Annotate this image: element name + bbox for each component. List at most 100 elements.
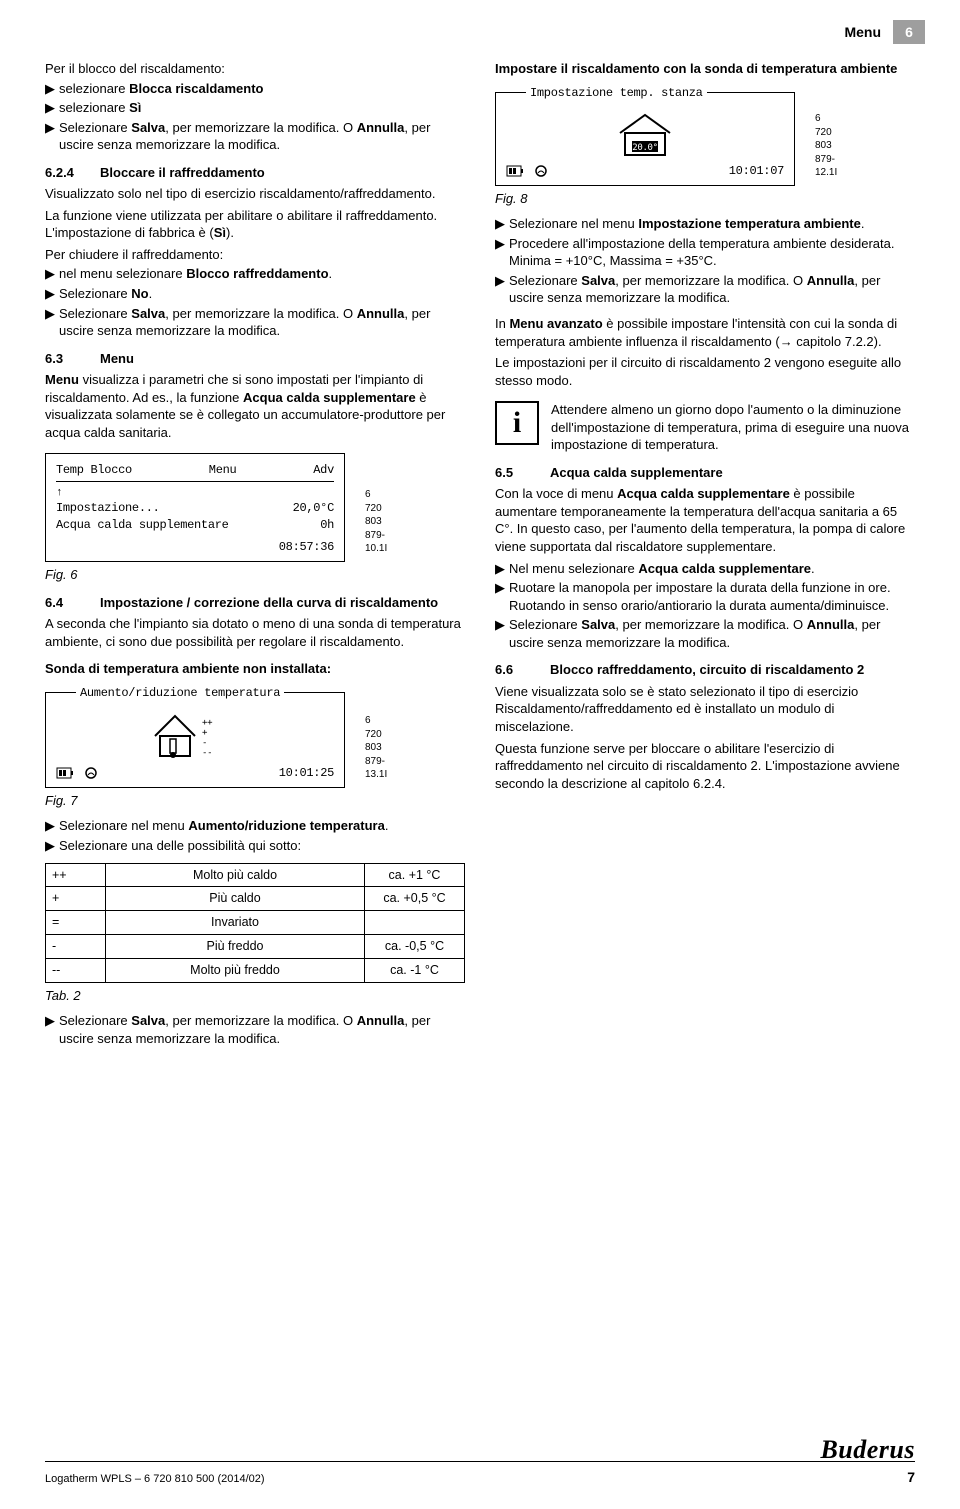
table-cell: ca. +1 °C [365,863,465,887]
house-thermometer-icon: ++ + - -- [150,711,240,761]
bullet-arrow-icon: ▶ [45,119,59,137]
table-row: =Invariato [46,911,465,935]
bullet-arrow-icon: ▶ [45,837,59,855]
table-cell: Più caldo [106,887,365,911]
figure-caption: Fig. 6 [45,566,465,584]
figure-caption: Fig. 7 [45,792,465,810]
table-cell: Più freddo [106,935,365,959]
table-cell: Invariato [106,911,365,935]
right-heading: Impostare il riscaldamento con la sonda … [495,60,915,78]
info-icon: i [495,401,539,445]
list-item: Nel menu selezionare Acqua calda supplem… [509,560,915,578]
list-item: nel menu selezionare Blocco raffreddamen… [59,265,465,283]
table-cell: ca. -1 °C [365,959,465,983]
table-cell [365,911,465,935]
table-cell: + [46,887,106,911]
list-item: Ruotare la manopola per impostare la dur… [509,579,915,614]
house-icon: 20.0° [610,111,680,159]
table-row: ++Molto più caldoca. +1 °C [46,863,465,887]
bullet-arrow-icon: ▶ [495,560,509,578]
table-cell: = [46,911,106,935]
paragraph: Menu visualizza i parametri che si sono … [45,371,465,441]
battery-icon [56,767,74,779]
table-cell: - [46,935,106,959]
section-title: Acqua calda supplementare [550,464,723,482]
list-item: Procedere all'impostazione della tempera… [509,235,915,270]
screen-tab: Menu [209,462,237,478]
bullet-list-2: ▶nel menu selezionare Blocco raffreddame… [45,265,465,339]
mode-icon [534,164,548,178]
bullet-arrow-icon: ▶ [45,817,59,835]
table-caption: Tab. 2 [45,987,465,1005]
info-box: i Attendere almeno un giorno dopo l'aume… [495,401,915,454]
footer-doc-id: Logatherm WPLS – 6 720 810 500 (2014/02) [45,1472,265,1487]
list-item: Selezionare Salva, per memorizzare la mo… [59,119,465,154]
paragraph: Questa funzione serve per bloccare o abi… [495,740,915,793]
bullet-list-3: ▶Selezionare nel menu Aumento/riduzione … [45,817,465,854]
bullet-arrow-icon: ▶ [45,80,59,98]
bullet-arrow-icon: ▶ [495,616,509,634]
screen-time: 08:57:36 [279,539,334,555]
table-cell: Molto più caldo [106,863,365,887]
table-cell: ca. -0,5 °C [365,935,465,959]
paragraph: Per chiudere il raffreddamento: [45,246,465,264]
mode-icon [84,766,98,780]
section-title: Bloccare il raffreddamento [100,164,265,182]
screen-line-label: Impostazione... [56,500,160,516]
page-header: Menu 6 [844,20,925,44]
screen-group-label: Impostazione temp. stanza [526,85,707,101]
paragraph: A seconda che l'impianto sia dotato o me… [45,615,465,650]
section-title: Blocco raffreddamento, circuito di risca… [550,661,864,679]
section-number: 6.3 [45,350,100,368]
table-cell: -- [46,959,106,983]
list-item: Selezionare Salva, per memorizzare la mo… [509,272,915,307]
section-6-6: 6.6 Blocco raffreddamento, circuito di r… [495,661,915,679]
list-item: Selezionare nel menu Aumento/riduzione t… [59,817,465,835]
paragraph: Visualizzato solo nel tipo di esercizio … [45,185,465,203]
list-item: Selezionare Salva, per memorizzare la mo… [59,1012,465,1047]
paragraph: La funzione viene utilizzata per abilita… [45,207,465,242]
screen-tab: Temp Blocco [56,462,132,478]
paragraph: Le impostazioni per il circuito di risca… [495,354,915,389]
list-item: Selezionare No. [59,285,465,303]
bullet-list-4: ▶Selezionare Salva, per memorizzare la m… [45,1012,465,1047]
svg-text:+: + [202,728,208,738]
bullet-arrow-icon: ▶ [45,99,59,117]
page-footer: Logatherm WPLS – 6 720 810 500 (2014/02)… [45,1461,915,1487]
list-item: selezionare Blocca riscaldamento [59,80,465,98]
list-item: selezionare Sì [59,99,465,117]
section-6-5: 6.5 Acqua calda supplementare [495,464,915,482]
footer-page-number: 7 [907,1468,915,1487]
bullet-arrow-icon: ▶ [45,285,59,303]
figure-caption: Fig. 8 [495,190,915,208]
subheading: Sonda di temperatura ambiente non instal… [45,660,465,678]
svg-text:20.0°: 20.0° [632,143,658,153]
screen-tab: Adv [313,462,334,478]
paragraph: Viene visualizzata solo se è stato selez… [495,683,915,736]
paragraph: In Menu avanzato è possibile impostare l… [495,315,915,350]
list-item: Selezionare una delle possibilità qui so… [59,837,465,855]
bullet-arrow-icon: ▶ [495,272,509,290]
paragraph: Con la voce di menu Acqua calda suppleme… [495,485,915,555]
svg-text:-: - [202,738,207,748]
section-6-2-4: 6.2.4 Bloccare il raffreddamento [45,164,465,182]
table-cell: ++ [46,863,106,887]
screen-line-value: 0h [320,517,334,533]
figure-ref: 6 720 803 879-13.1I [365,714,387,782]
section-title: Menu [100,350,134,368]
list-item: Selezionare Salva, per memorizzare la mo… [59,305,465,340]
svg-text:--: -- [202,748,212,758]
bullet-arrow-icon: ▶ [495,215,509,233]
table-cell: ca. +0,5 °C [365,887,465,911]
bullet-arrow-icon: ▶ [495,235,509,253]
section-6-3: 6.3 Menu [45,350,465,368]
table-row: -Più freddoca. -0,5 °C [46,935,465,959]
screen-line-label: Acqua calda supplementare [56,517,229,533]
bullet-arrow-icon: ▶ [45,265,59,283]
bullet-arrow-icon: ▶ [495,579,509,597]
svg-text:++: ++ [202,718,213,728]
screen-group-label: Aumento/riduzione temperatura [76,685,284,701]
left-column: Per il blocco del riscaldamento: ▶selezi… [45,60,465,1056]
section-number: 6.5 [495,464,550,482]
figure-6-screen: Temp Blocco Menu Adv ↑ Impostazione... 2… [45,445,345,562]
